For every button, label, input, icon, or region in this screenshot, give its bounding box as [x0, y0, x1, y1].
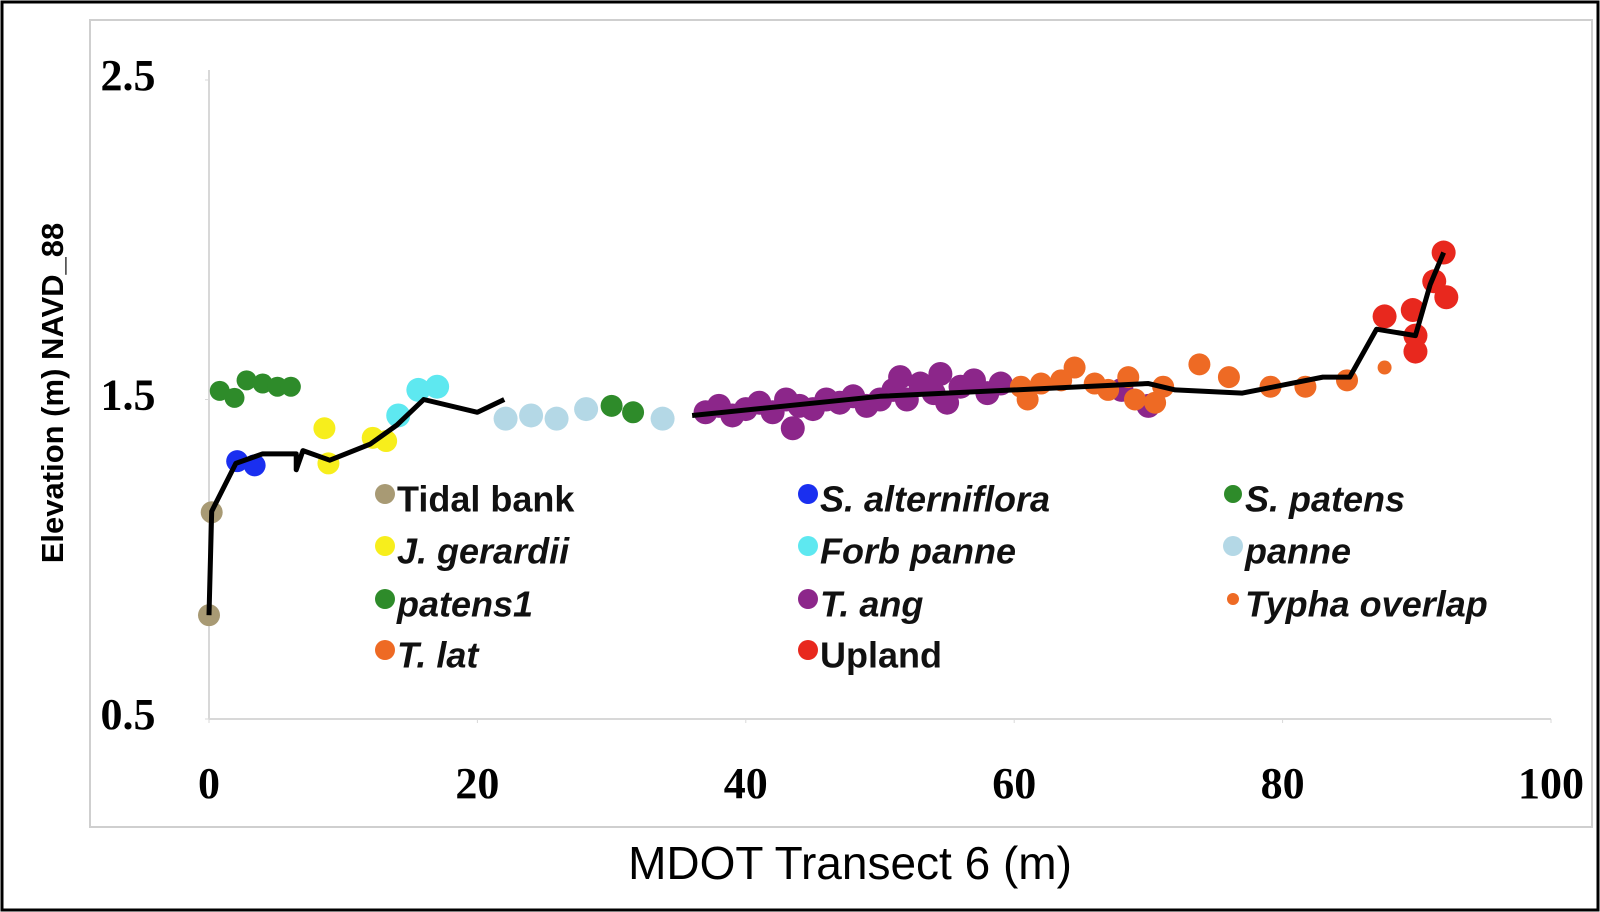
legend-marker [375, 640, 395, 660]
data-point [280, 376, 301, 397]
data-point [236, 370, 257, 391]
data-point [1377, 360, 1392, 375]
legend-marker [375, 484, 395, 504]
x-tick-label: 100 [1518, 759, 1584, 808]
legend-label: S. alterniflora [820, 479, 1050, 520]
data-point [1123, 388, 1146, 411]
legend-marker [1227, 593, 1239, 605]
data-point [935, 390, 960, 415]
legend-label: J. gerardii [397, 531, 570, 572]
y-tick-label: 1.5 [101, 371, 156, 420]
legend-marker [1224, 485, 1242, 503]
legend-label: T. ang [820, 584, 923, 625]
data-point [780, 416, 805, 441]
data-point [650, 406, 675, 431]
y-tick-label: 2.5 [101, 51, 156, 100]
y-axis-title: Elevation (m) NAVD_88 [35, 223, 70, 564]
data-point [1403, 339, 1428, 364]
data-point [1217, 366, 1240, 389]
data-point [1063, 356, 1086, 379]
y-tick-label: 0.5 [101, 690, 156, 739]
data-point [1434, 285, 1459, 310]
legend-label: Upland [820, 635, 942, 676]
legend-marker [375, 589, 395, 609]
data-point [519, 403, 544, 428]
legend-marker [798, 640, 818, 660]
legend-label: patens1 [396, 584, 533, 625]
x-axis-title: MDOT Transect 6 (m) [628, 837, 1072, 889]
data-point [1188, 353, 1211, 376]
x-tick-label: 40 [724, 759, 768, 808]
legend-label: Typha overlap [1245, 584, 1488, 625]
data-point [574, 397, 599, 422]
data-point [406, 377, 431, 402]
legend-label: S. patens [1245, 479, 1405, 520]
data-point [313, 417, 336, 440]
data-point [1016, 388, 1039, 411]
legend-label: Tidal bank [397, 479, 575, 520]
chart-frame [89, 19, 1593, 828]
legend-label: Forb panne [820, 531, 1016, 572]
data-point [888, 365, 913, 390]
x-tick-label: 20 [455, 759, 499, 808]
data-point [600, 394, 623, 417]
data-point [425, 374, 450, 399]
profile-line [206, 251, 1446, 616]
legend-marker [798, 589, 818, 609]
legend-marker [798, 484, 818, 504]
legend-marker [1223, 536, 1243, 556]
x-tick-label: 0 [198, 759, 220, 808]
data-point [928, 361, 953, 386]
data-point [622, 401, 645, 424]
data-point [493, 406, 518, 431]
data-point [1097, 378, 1120, 401]
legend-marker [798, 536, 818, 556]
data-point [544, 406, 569, 431]
legend-marker [375, 536, 395, 556]
data-point [1372, 304, 1397, 329]
legend-label: T. lat [397, 635, 480, 676]
legend-label: panne [1244, 531, 1351, 572]
data-point [224, 387, 245, 408]
x-tick-label: 80 [1261, 759, 1305, 808]
x-tick-label: 60 [992, 759, 1036, 808]
